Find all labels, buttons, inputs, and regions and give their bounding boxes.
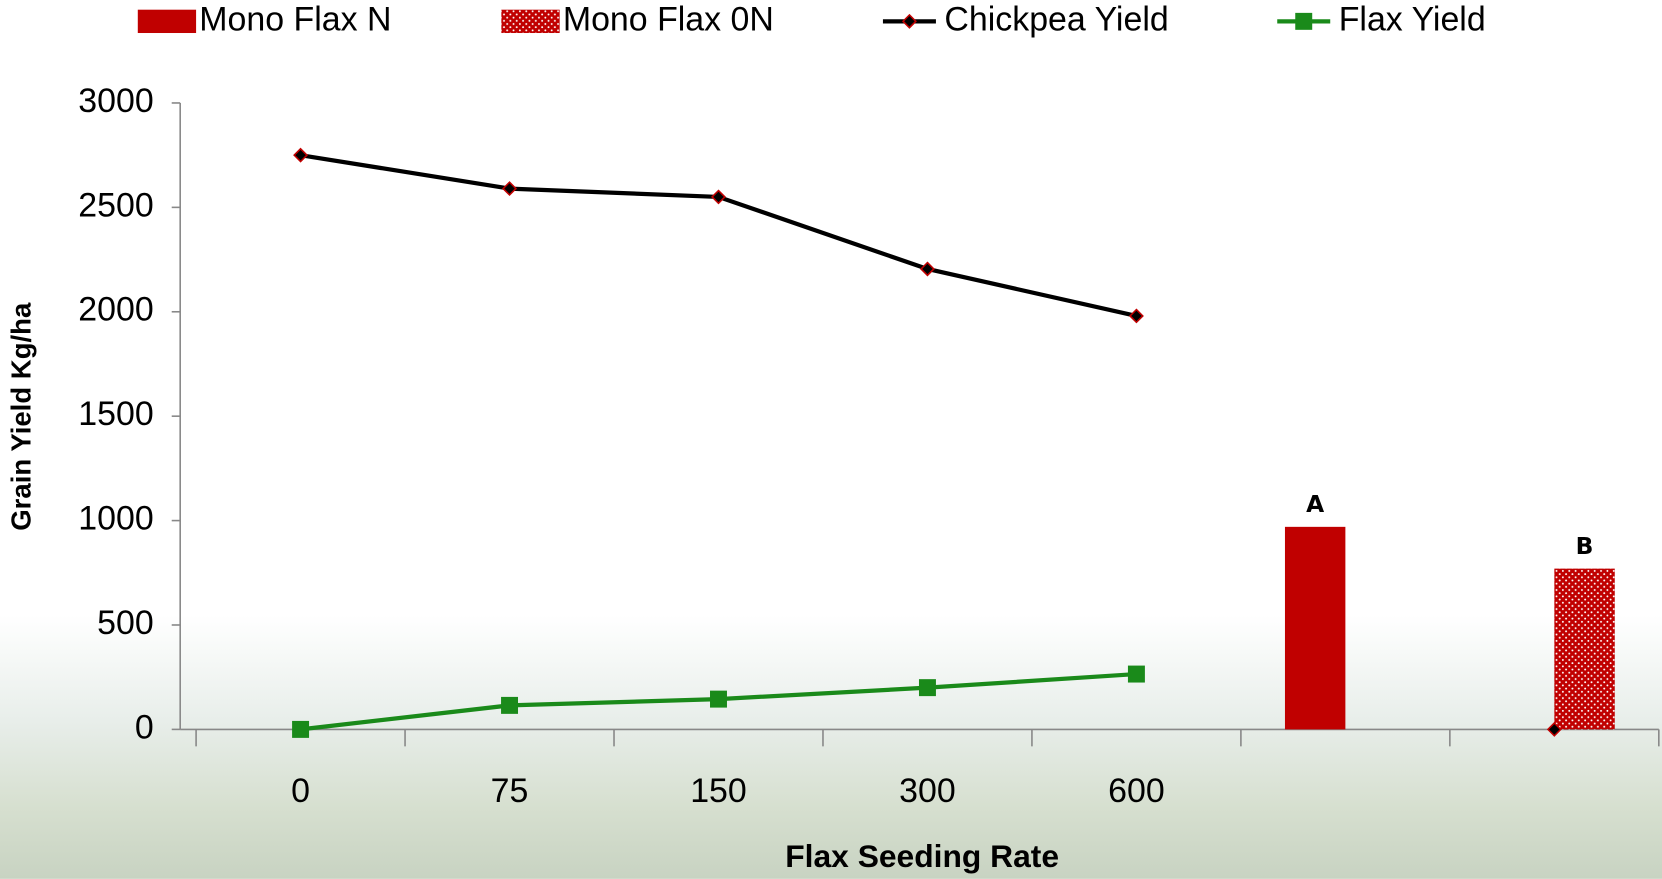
x-axis-title: Flax Seeding Rate <box>785 838 1059 874</box>
marker <box>292 721 309 738</box>
x-tick-label: 150 <box>690 772 747 810</box>
y-tick-label: 1000 <box>78 500 153 538</box>
x-tick-label: 0 <box>291 772 310 810</box>
y-axis-title: Grain Yield Kg/ha <box>6 302 37 531</box>
x-tick-label: 300 <box>899 772 956 810</box>
marker <box>919 679 936 696</box>
y-tick-label: 3000 <box>78 82 153 120</box>
bar <box>1285 527 1345 730</box>
y-tick-label: 2000 <box>78 291 153 329</box>
y-tick-label: 0 <box>135 708 154 746</box>
legend-swatch <box>138 10 196 33</box>
bar-annotation: A <box>1306 491 1324 518</box>
bar-annotation: B <box>1576 533 1594 560</box>
marker <box>1128 666 1145 683</box>
page: Flax Seeding Rate Grain Yield Kg/ha 0 500… <box>0 0 1662 879</box>
legend-swatch <box>501 10 559 33</box>
background <box>0 0 1662 879</box>
legend-label: Mono Flax 0N <box>563 0 774 38</box>
y-tick-label: 2500 <box>78 186 153 224</box>
chart: Flax Seeding Rate Grain Yield Kg/ha 0 500… <box>0 0 1662 879</box>
bar <box>1554 569 1614 730</box>
legend-marker <box>1295 13 1312 30</box>
marker <box>501 697 518 714</box>
marker <box>710 691 727 708</box>
y-tick-label: 1500 <box>78 395 153 433</box>
x-tick-label: 75 <box>491 772 529 810</box>
legend-label: Flax Yield <box>1339 0 1486 38</box>
legend-label: Chickpea Yield <box>944 0 1168 38</box>
legend-label: Mono Flax N <box>199 0 391 38</box>
y-tick-label: 500 <box>97 604 154 642</box>
x-tick-label: 600 <box>1108 772 1165 810</box>
